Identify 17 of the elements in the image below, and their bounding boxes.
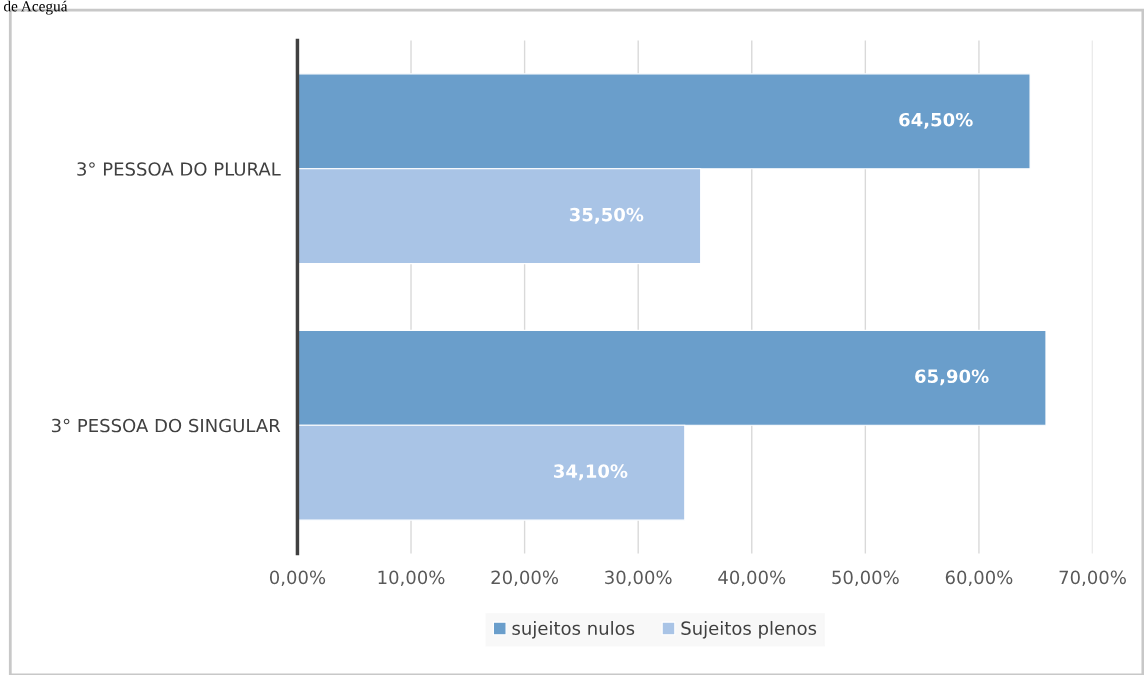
x-tick-label: 20,00% [491,570,559,586]
data-label: 35,50% [569,207,644,224]
y-tick-label: 3° PESSOA DO PLURAL [77,162,281,176]
x-tick-label: 50,00% [832,570,899,586]
y-tick-label: 3° PESSOA DO SINGULAR [51,418,281,433]
x-tick-label: 0,00% [269,570,326,586]
data-label: 65,90% [915,369,989,386]
x-tick-label: 40,00% [718,570,786,586]
x-tick-label: 30,00% [605,570,672,586]
data-label: 64,50% [899,112,973,129]
x-tick-label: 60,00% [945,570,1013,586]
data-label: 34,10% [554,464,628,481]
x-tick-label: 70,00% [1059,570,1126,586]
text: de Aceguá [3,0,68,15]
legend-label: sujeitos nulos [512,621,635,639]
x-tick-label: 10,00% [378,570,445,586]
legend-label: Sujeitos plenos [681,621,817,639]
